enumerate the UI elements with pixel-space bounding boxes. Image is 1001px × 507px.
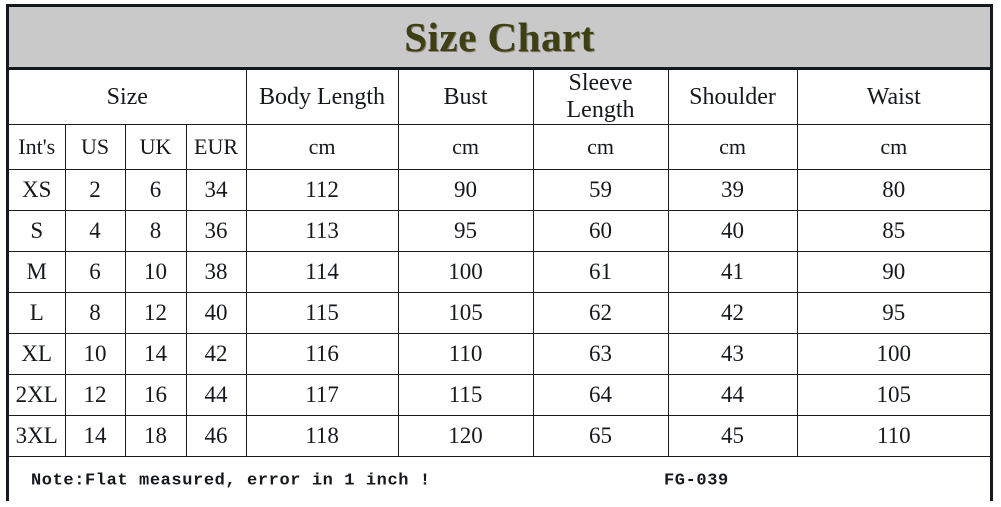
cell-eur: 42	[185, 333, 247, 375]
header-size-group: Size	[9, 70, 247, 125]
header-row: Size Body Length Bust Sleeve Length Shou…	[9, 70, 991, 125]
cell-uk: 12	[124, 292, 187, 334]
cell-body-length: 118	[245, 415, 399, 457]
cell-waist: 85	[796, 210, 991, 252]
cell-body-length: 114	[245, 251, 399, 293]
unit-shoulder: cm	[667, 124, 798, 170]
cell-body-length: 115	[245, 292, 399, 334]
cell-ints: XL	[9, 333, 66, 375]
table-row: 2XL 12 16 44 117 115 64 44 105	[9, 374, 991, 416]
cell-eur: 44	[185, 374, 247, 416]
cell-waist: 100	[796, 333, 991, 375]
table-row: XL 10 14 42 116 110 63 43 100	[9, 333, 991, 375]
unit-body-length: cm	[245, 124, 399, 170]
unit-sleeve-length: cm	[532, 124, 669, 170]
cell-ints: 3XL	[9, 415, 66, 457]
header-body-length: Body Length	[245, 70, 399, 125]
cell-uk: 8	[124, 210, 187, 252]
cell-shoulder: 42	[667, 292, 798, 334]
size-chart-body: Size Body Length Bust Sleeve Length Shou…	[9, 70, 991, 504]
cell-sleeve-length: 61	[532, 251, 669, 293]
cell-waist: 90	[796, 251, 991, 293]
cell-bust: 120	[397, 415, 534, 457]
cell-sleeve-length: 60	[532, 210, 669, 252]
cell-ints: M	[9, 251, 66, 293]
cell-uk: 6	[124, 169, 187, 211]
cell-shoulder: 41	[667, 251, 798, 293]
cell-body-length: 117	[245, 374, 399, 416]
unit-bust: cm	[397, 124, 534, 170]
page-title: Size Chart	[404, 13, 595, 60]
cell-bust: 95	[397, 210, 534, 252]
footer-inner: Note:Flat measured, error in 1 inch ! FG…	[9, 457, 990, 504]
cell-sleeve-length: 59	[532, 169, 669, 211]
cell-sleeve-length: 63	[532, 333, 669, 375]
cell-waist: 95	[796, 292, 991, 334]
table-row: M 6 10 38 114 100 61 41 90	[9, 251, 991, 293]
cell-ints: L	[9, 292, 66, 334]
footer-note: Note:Flat measured, error in 1 inch !	[31, 471, 431, 490]
footer-cell: Note:Flat measured, error in 1 inch ! FG…	[9, 456, 991, 504]
cell-waist: 80	[796, 169, 991, 211]
table-row: S 4 8 36 113 95 60 40 85	[9, 210, 991, 252]
header-waist: Waist	[796, 70, 991, 125]
cell-sleeve-length: 62	[532, 292, 669, 334]
cell-shoulder: 45	[667, 415, 798, 457]
cell-shoulder: 40	[667, 210, 798, 252]
cell-us: 12	[64, 374, 126, 416]
table-row: 3XL 14 18 46 118 120 65 45 110	[9, 415, 991, 457]
size-chart-frame: Size Chart Size Body Length Bust Sleeve …	[6, 4, 993, 504]
footer-code: FG-039	[664, 471, 729, 490]
cell-eur: 38	[185, 251, 247, 293]
cell-body-length: 116	[245, 333, 399, 375]
unit-row: Int's US UK EUR cm cm cm cm cm	[9, 124, 991, 170]
cell-eur: 40	[185, 292, 247, 334]
cell-sleeve-length: 65	[532, 415, 669, 457]
cell-ints: XS	[9, 169, 66, 211]
cell-bust: 90	[397, 169, 534, 211]
cell-bust: 110	[397, 333, 534, 375]
cell-eur: 36	[185, 210, 247, 252]
cell-shoulder: 44	[667, 374, 798, 416]
cell-uk: 16	[124, 374, 187, 416]
cell-sleeve-length: 64	[532, 374, 669, 416]
cell-waist: 110	[796, 415, 991, 457]
cell-us: 8	[64, 292, 126, 334]
cell-us: 6	[64, 251, 126, 293]
cell-waist: 105	[796, 374, 991, 416]
cell-ints: S	[9, 210, 66, 252]
size-chart-table: Size Body Length Bust Sleeve Length Shou…	[9, 70, 991, 504]
footer-row: Note:Flat measured, error in 1 inch ! FG…	[9, 456, 991, 504]
cell-shoulder: 39	[667, 169, 798, 211]
cell-uk: 14	[124, 333, 187, 375]
cell-shoulder: 43	[667, 333, 798, 375]
cell-body-length: 113	[245, 210, 399, 252]
cell-body-length: 112	[245, 169, 399, 211]
subheader-ints: Int's	[9, 124, 66, 170]
unit-waist: cm	[796, 124, 991, 170]
cell-us: 14	[64, 415, 126, 457]
cell-uk: 10	[124, 251, 187, 293]
cell-eur: 34	[185, 169, 247, 211]
cell-ints: 2XL	[9, 374, 66, 416]
subheader-us: US	[64, 124, 126, 170]
table-row: L 8 12 40 115 105 62 42 95	[9, 292, 991, 334]
cell-bust: 105	[397, 292, 534, 334]
cell-bust: 100	[397, 251, 534, 293]
cell-us: 10	[64, 333, 126, 375]
cell-us: 4	[64, 210, 126, 252]
cell-us: 2	[64, 169, 126, 211]
header-bust: Bust	[397, 70, 534, 125]
header-shoulder: Shoulder	[667, 70, 798, 125]
cell-bust: 115	[397, 374, 534, 416]
subheader-uk: UK	[124, 124, 187, 170]
cell-eur: 46	[185, 415, 247, 457]
header-sleeve-length: Sleeve Length	[532, 70, 669, 125]
table-row: XS 2 6 34 112 90 59 39 80	[9, 169, 991, 211]
subheader-eur: EUR	[185, 124, 247, 170]
cell-uk: 18	[124, 415, 187, 457]
title-band: Size Chart	[9, 7, 990, 70]
